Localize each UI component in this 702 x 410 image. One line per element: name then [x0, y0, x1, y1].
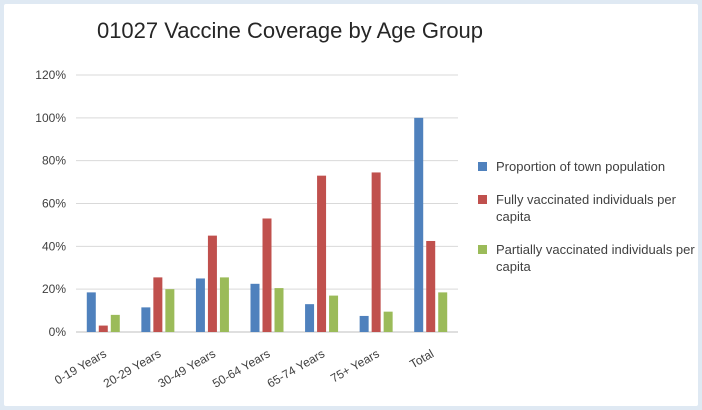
chart-legend: Proportion of town population Fully vacci…: [478, 158, 698, 291]
x-tick-label: 20-29 Years: [101, 346, 163, 390]
legend-item: Partially vaccinated individuals per cap…: [478, 241, 698, 275]
legend-label: Proportion of town population: [496, 159, 666, 174]
bar: [165, 289, 175, 332]
legend-swatch: [478, 162, 487, 171]
bar: [153, 277, 163, 332]
bar: [371, 172, 381, 332]
bar: [383, 311, 393, 332]
y-tick-label: 80%: [42, 154, 66, 168]
bar: [262, 218, 272, 332]
x-tick-label: 65-74 Years: [265, 346, 327, 390]
bar: [86, 292, 96, 332]
bar: [250, 283, 260, 332]
bar: [195, 278, 205, 332]
y-tick-label: 40%: [42, 239, 66, 253]
chart-title: 01027 Vaccine Coverage by Age Group: [96, 18, 484, 43]
x-tick-label: 30-49 Years: [155, 346, 217, 390]
bar: [438, 292, 448, 332]
bar: [329, 295, 339, 332]
y-tick-label: 120%: [35, 68, 66, 82]
bar: [414, 117, 424, 332]
y-tick-label: 20%: [42, 282, 66, 296]
bar: [426, 240, 436, 332]
legend-item: Fully vaccinated individuals per capita: [478, 191, 698, 225]
legend-swatch: [478, 245, 487, 254]
legend-swatch: [478, 195, 487, 204]
bar: [359, 315, 369, 332]
chart-frame: [4, 4, 698, 406]
bar: [305, 304, 315, 332]
legend-label: Fully vaccinated individuals per capita: [496, 192, 676, 224]
x-tick-label: 0-19 Years: [52, 346, 109, 387]
y-tick-label: 0%: [49, 325, 67, 339]
y-tick-label: 60%: [42, 197, 66, 211]
x-tick-label: Total: [407, 346, 436, 371]
bar: [141, 307, 151, 332]
bar: [207, 235, 217, 332]
bar: [317, 175, 327, 332]
x-tick-label: 50-64 Years: [210, 346, 272, 390]
bar: [274, 288, 284, 332]
bar: [110, 314, 120, 332]
bar: [98, 325, 108, 332]
x-tick-label: 75+ Years: [328, 346, 382, 385]
bar: [219, 277, 229, 332]
legend-item: Proportion of town population: [478, 158, 698, 175]
y-tick-label: 100%: [35, 111, 66, 125]
legend-label: Partially vaccinated individuals per cap…: [496, 242, 695, 274]
